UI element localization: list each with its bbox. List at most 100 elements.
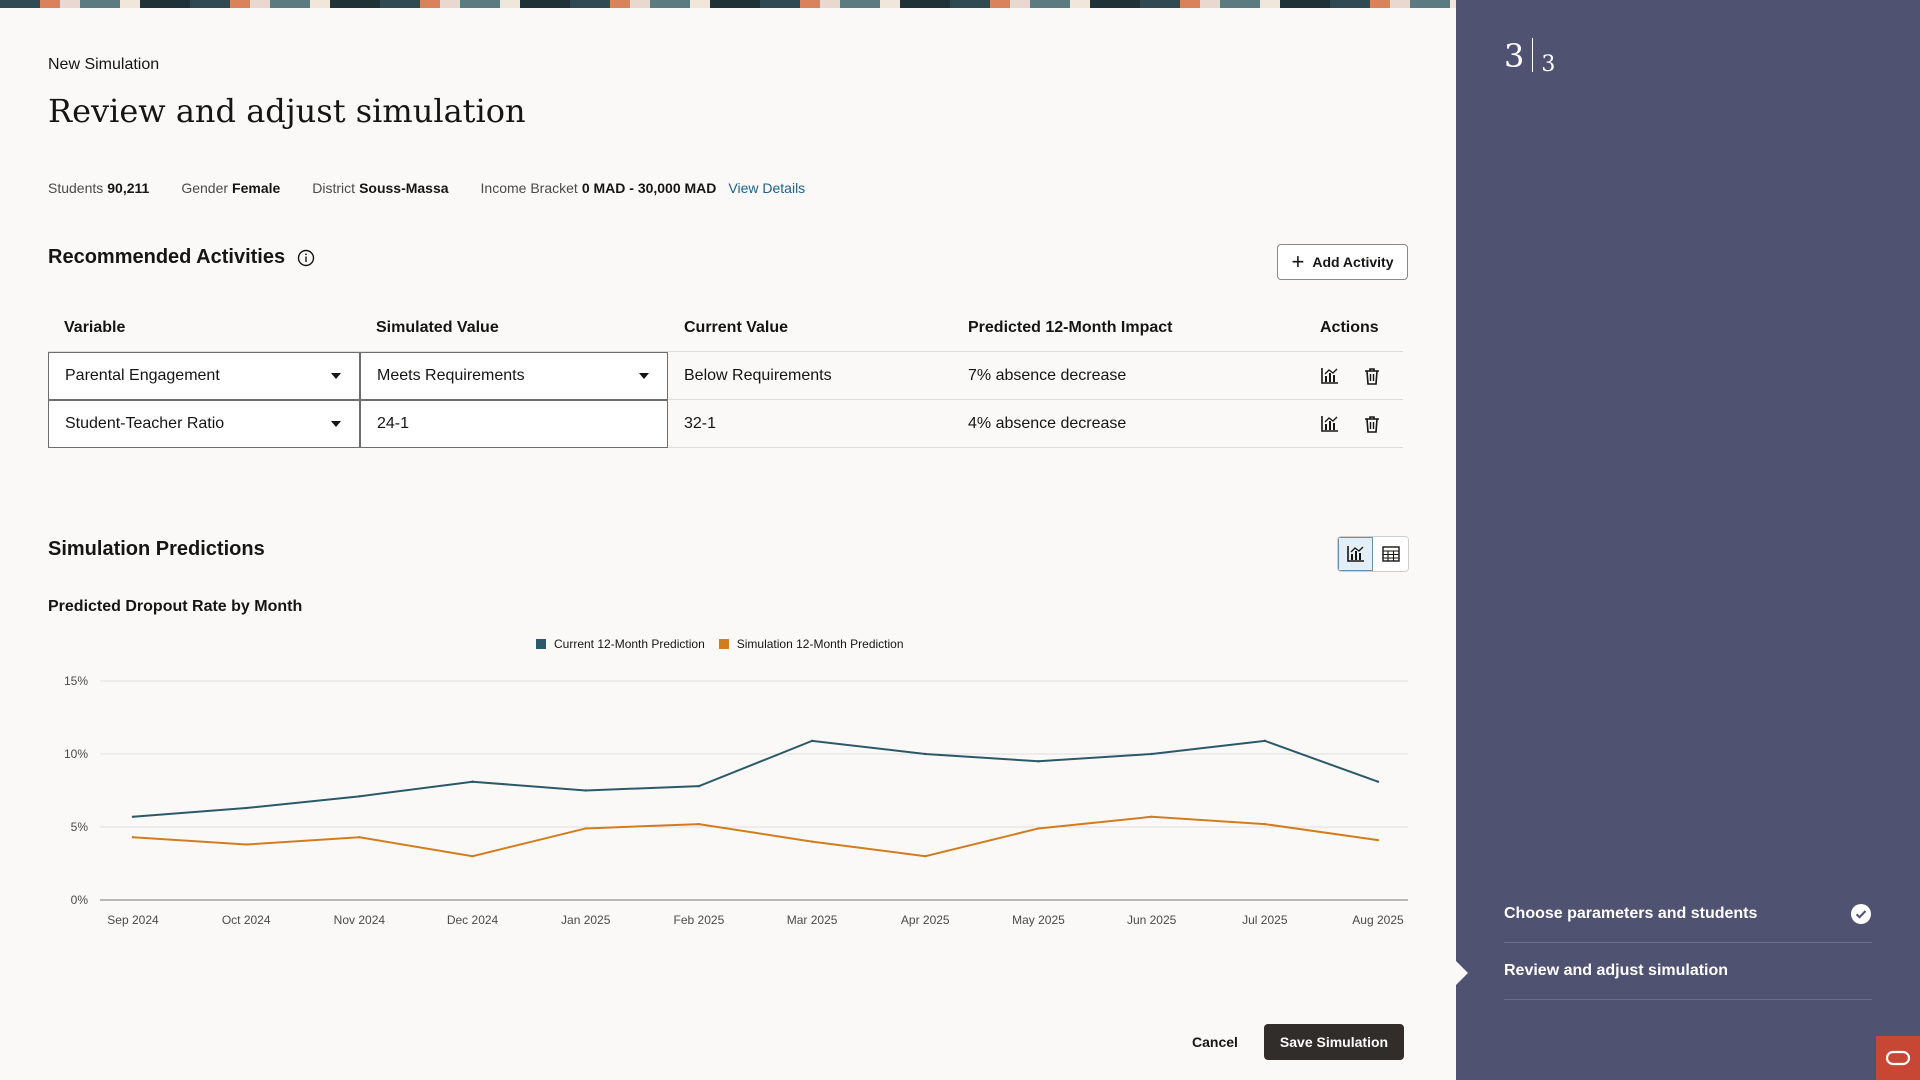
trash-icon[interactable]: [1362, 414, 1382, 434]
chart-icon: [1346, 546, 1364, 562]
series-line-current: [132, 739, 1379, 818]
simulated-value-input[interactable]: 24-1: [360, 399, 668, 448]
table-header: Variable Simulated Value Current Value P…: [48, 304, 1403, 352]
footer-actions: Cancel Save Simulation: [1190, 1024, 1405, 1060]
summary-income-bracket: Income Bracket 0 MAD - 30,000 MAD: [480, 180, 717, 196]
impact-cell: 7% absence decrease: [968, 366, 1127, 384]
column-header-simulated-value: Simulated Value: [376, 318, 499, 336]
variable-select-value: Student-Teacher Ratio: [65, 414, 225, 432]
chart-icon[interactable]: [1320, 366, 1340, 386]
x-tick-label: Oct 2024: [222, 913, 271, 927]
main-panel: New Simulation Review and adjust simulat…: [0, 8, 1456, 1080]
add-activity-button[interactable]: + Add Activity: [1277, 244, 1408, 280]
recommended-activities-heading: Recommended Activities: [48, 246, 315, 269]
page-title: Review and adjust simulation: [48, 92, 526, 130]
add-activity-label: Add Activity: [1312, 254, 1394, 270]
data-point: [1376, 780, 1380, 783]
x-tick-label: Dec 2024: [447, 913, 499, 927]
data-point: [131, 836, 135, 839]
y-tick-label: 15%: [64, 674, 88, 688]
data-point: [358, 836, 361, 839]
y-tick-label: 0%: [71, 893, 89, 907]
column-header-impact: Predicted 12-Month Impact: [968, 318, 1173, 336]
step-choose-parameters[interactable]: Choose parameters and students: [1504, 886, 1872, 943]
chart-icon[interactable]: [1320, 414, 1340, 434]
summary-district: District Souss-Massa: [312, 180, 449, 196]
simulation-predictions-heading: Simulation Predictions: [48, 538, 265, 560]
step-label: Choose parameters and students: [1504, 905, 1758, 922]
simulation-summary: Students 90,211 Gender Female District Sous…: [48, 180, 805, 196]
caret-down-icon: [331, 420, 341, 427]
assistant-launcher-button[interactable]: [1876, 1036, 1920, 1080]
activities-table: Variable Simulated Value Current Value P…: [48, 304, 1403, 448]
view-details-link[interactable]: View Details: [728, 180, 806, 196]
x-tick-label: Jun 2025: [1127, 913, 1177, 927]
x-tick-label: Sep 2024: [107, 913, 159, 927]
variable-select[interactable]: Student-Teacher Ratio: [48, 399, 360, 448]
x-tick-label: Mar 2025: [787, 913, 838, 927]
data-point: [810, 739, 814, 743]
dropout-rate-chart: 0% 5% 10% 15% Sep 2024 Oct 2024 Nov 2024 Dec 20…: [64, 674, 1408, 927]
x-tick-label: Jul 2025: [1242, 913, 1288, 927]
row-actions: [1320, 366, 1403, 386]
plus-icon: +: [1291, 249, 1305, 274]
check-circle-icon: [1851, 904, 1871, 924]
table-row: Parental Engagement Meets Requirements B…: [48, 351, 1403, 400]
current-value-cell: Below Requirements: [684, 366, 832, 384]
series-line-simulation: [132, 815, 1379, 858]
row-actions: [1320, 414, 1403, 434]
data-point: [697, 784, 701, 788]
data-point: [584, 827, 587, 830]
data-point: [924, 855, 927, 858]
save-simulation-button[interactable]: Save Simulation: [1263, 1024, 1405, 1060]
simulated-value-select[interactable]: Meets Requirements: [360, 351, 668, 400]
data-point: [1037, 827, 1040, 830]
chart-title: Predicted Dropout Rate by Month: [48, 598, 303, 615]
table-row: Student-Teacher Ratio 24-1 32-1 4% absen…: [48, 399, 1403, 448]
x-tick-label: Nov 2024: [334, 913, 386, 927]
oracle-logo-icon: [1885, 1050, 1911, 1066]
data-point: [584, 789, 587, 792]
trash-icon[interactable]: [1362, 366, 1382, 386]
column-header-variable: Variable: [64, 318, 126, 336]
variable-select-value: Parental Engagement: [65, 366, 220, 384]
step-total: 3: [1541, 52, 1556, 77]
table-view-button[interactable]: [1373, 537, 1408, 571]
summary-gender: Gender Female: [181, 180, 281, 196]
data-point: [924, 752, 927, 756]
step-divider: [1532, 38, 1534, 72]
summary-students: Students 90,211: [48, 180, 150, 196]
step-list: Choose parameters and students Review an…: [1504, 886, 1872, 1000]
x-tick-label: Feb 2025: [674, 913, 725, 927]
table-icon: [1381, 546, 1400, 562]
data-point: [131, 815, 135, 818]
data-point: [1037, 760, 1040, 763]
y-tick-label: 5%: [71, 820, 89, 834]
cancel-button[interactable]: Cancel: [1192, 1034, 1238, 1050]
chart-view-button[interactable]: [1338, 537, 1373, 571]
chart-legend: Current 12-Month Prediction Simulation 1…: [536, 637, 918, 651]
x-tick-label: Aug 2025: [1352, 913, 1404, 927]
legend-item-simulation[interactable]: Simulation 12-Month Prediction: [718, 637, 904, 651]
data-point: [810, 840, 814, 843]
legend-swatch: [718, 639, 729, 649]
step-label: Review and adjust simulation: [1504, 962, 1729, 979]
caret-down-icon: [331, 372, 341, 379]
data-point: [471, 780, 474, 783]
data-point: [1263, 739, 1267, 743]
legend-item-current[interactable]: Current 12-Month Prediction: [536, 637, 705, 651]
step-review-adjust[interactable]: Review and adjust simulation: [1504, 943, 1872, 1000]
info-icon[interactable]: [297, 249, 315, 267]
data-point: [244, 843, 248, 846]
column-header-actions: Actions: [1320, 318, 1379, 336]
data-point: [1150, 815, 1153, 818]
impact-cell: 4% absence decrease: [968, 414, 1127, 432]
step-counter: 3 3: [1504, 38, 1555, 76]
data-point: [1150, 752, 1153, 756]
recommended-activities-title: Recommended Activities: [48, 246, 286, 268]
variable-select[interactable]: Parental Engagement: [48, 351, 360, 400]
current-step-pointer: [1456, 961, 1468, 985]
x-tick-label: Apr 2025: [901, 913, 950, 927]
decorative-banner: [0, 0, 1456, 8]
view-toggle: [1337, 536, 1409, 572]
